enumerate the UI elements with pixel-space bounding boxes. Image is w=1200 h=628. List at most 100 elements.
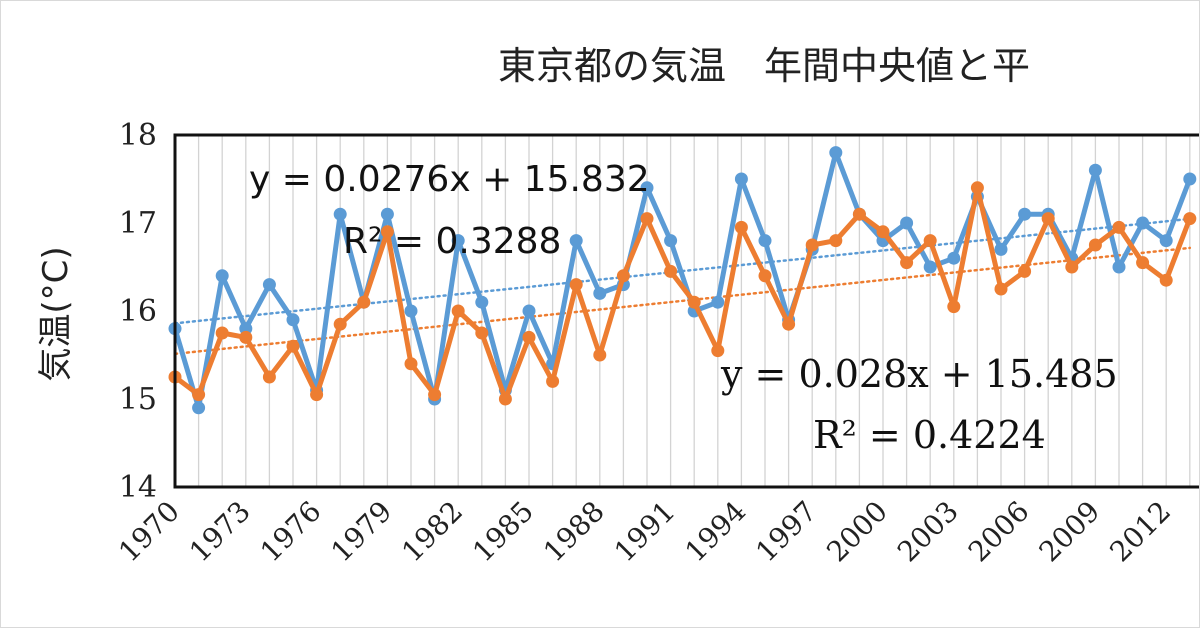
data-point (522, 304, 536, 318)
x-tick-label: 1973 (183, 495, 257, 569)
data-point (687, 295, 701, 309)
y-tick-label: 18 (119, 118, 157, 153)
data-point (829, 234, 843, 248)
data-point (239, 330, 253, 344)
data-point (616, 269, 630, 283)
data-point (1112, 260, 1126, 274)
data-point (1018, 207, 1032, 221)
data-point (758, 269, 772, 283)
data-point (569, 234, 583, 248)
x-tick-label: 1982 (395, 495, 469, 569)
data-point (333, 207, 347, 221)
data-point (923, 260, 937, 274)
data-point (215, 326, 229, 340)
data-point (1136, 256, 1150, 270)
data-point (451, 234, 465, 248)
y-axis-label: 気温(°C) (36, 246, 76, 381)
x-tick-label: 1985 (466, 495, 540, 569)
data-point (664, 234, 678, 248)
data-point (1183, 212, 1197, 226)
data-point (734, 172, 748, 186)
data-point (380, 225, 394, 239)
series-1 (168, 181, 1197, 406)
x-tick-label: 1997 (749, 495, 823, 569)
data-point (1088, 163, 1102, 177)
x-tick-label: 1994 (679, 495, 753, 569)
data-point (734, 220, 748, 234)
data-point (852, 207, 866, 221)
x-tick-label: 2009 (1033, 495, 1107, 569)
data-point (805, 238, 819, 252)
x-tick-label: 2000 (820, 495, 894, 569)
y-tick-label: 14 (119, 470, 157, 505)
data-point (404, 304, 418, 318)
plot-area-border (173, 133, 1199, 489)
x-tick-label: 2003 (891, 495, 965, 569)
data-point (900, 216, 914, 230)
data-series (168, 146, 1197, 415)
x-tick-label: 1976 (254, 495, 328, 569)
x-tick-label: 2012 (1103, 495, 1177, 569)
data-point (876, 225, 890, 239)
data-point (286, 339, 300, 353)
data-point (782, 317, 796, 331)
x-tick-label: 1979 (325, 495, 399, 569)
data-point (215, 269, 229, 283)
data-point (640, 212, 654, 226)
data-point (711, 295, 725, 309)
data-point (711, 344, 725, 358)
data-point (923, 234, 937, 248)
data-point (1159, 273, 1173, 287)
x-tick-label: 1970 (112, 495, 186, 569)
data-point (593, 348, 607, 362)
data-point (262, 370, 276, 384)
data-point (380, 207, 394, 221)
y-tick-label: 17 (119, 206, 157, 241)
data-point (994, 282, 1008, 296)
data-point (664, 264, 678, 278)
trend-equation-orange: y = 0.028x + 15.485 (720, 352, 1118, 396)
data-point (451, 304, 465, 318)
data-point (475, 295, 489, 309)
data-point (947, 300, 961, 314)
data-point (1112, 220, 1126, 234)
data-point (475, 326, 489, 340)
data-point (404, 357, 418, 371)
data-point (758, 234, 772, 248)
data-point (333, 317, 347, 331)
data-point (498, 392, 512, 406)
data-point (994, 242, 1008, 256)
trend-r2-orange: R² = 0.4224 (813, 413, 1046, 457)
chart-title: 東京都の気温 年間中央値と平 (498, 44, 1030, 88)
data-point (947, 251, 961, 265)
data-point (1065, 260, 1079, 274)
data-point (1088, 238, 1102, 252)
trend-r2-blue: R² = 0.3288 (343, 221, 561, 262)
x-tick-label: 1988 (537, 495, 611, 569)
data-point (546, 374, 560, 388)
data-point (970, 181, 984, 195)
data-point (262, 278, 276, 292)
data-point (640, 181, 654, 195)
data-point (192, 401, 206, 415)
x-tick-label: 1991 (608, 495, 682, 569)
data-point (522, 330, 536, 344)
data-point (428, 388, 442, 402)
data-point (1041, 212, 1055, 226)
data-point (569, 278, 583, 292)
x-tick-label: 2006 (962, 495, 1036, 569)
trend-line-1 (173, 246, 1192, 356)
data-point (286, 313, 300, 327)
data-point (1183, 172, 1197, 186)
y-tick-label: 15 (119, 382, 157, 417)
data-point (357, 295, 371, 309)
data-point (192, 388, 206, 402)
data-point (1159, 234, 1173, 248)
y-axis-ticks: 14 15 16 17 18 (119, 118, 157, 505)
data-point (310, 388, 324, 402)
trend-equation-blue: y = 0.0276x + 15.832 (249, 159, 650, 200)
series-line (172, 150, 1193, 411)
data-point (1136, 216, 1150, 230)
